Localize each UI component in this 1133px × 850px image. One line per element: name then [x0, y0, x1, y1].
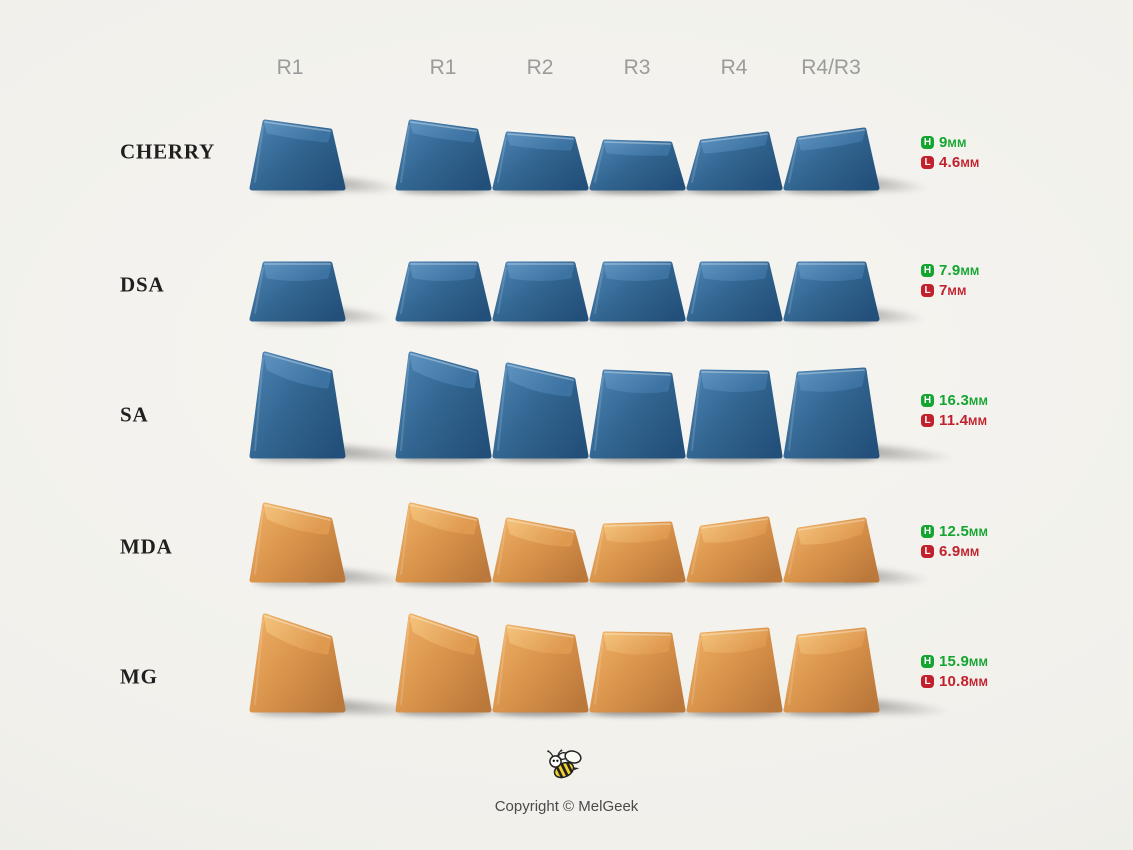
- keycap-sa-r3: [589, 369, 686, 459]
- length-measurement: L 6.9mm: [921, 542, 988, 560]
- keycap-dsa-r3: [589, 261, 686, 322]
- column-label-r2: R2: [526, 56, 554, 79]
- length-badge-icon: L: [921, 155, 934, 169]
- profile-label: SA: [120, 402, 149, 427]
- length-badge-icon: L: [921, 674, 934, 688]
- length-value: 4.6mm: [939, 153, 980, 171]
- measurement-block: H 16.3mm L 11.4mm: [921, 392, 988, 432]
- keycap-dsa-r1: [395, 261, 492, 322]
- column-label-r3: R3: [623, 56, 651, 79]
- height-value: 9mm: [939, 133, 967, 151]
- profile-label: MDA: [120, 534, 173, 559]
- group-shadow: [397, 456, 879, 462]
- keycap-cherry-r1: [249, 119, 346, 191]
- length-measurement: L 4.6mm: [921, 153, 980, 171]
- keycap-dsa-r2: [492, 261, 589, 322]
- column-label-r4r3: R4/R3: [801, 56, 861, 79]
- keycap-sa-r4: [686, 369, 783, 459]
- height-badge-icon: H: [921, 393, 934, 407]
- height-badge-icon: H: [921, 654, 934, 668]
- keycap-mda-r1: [249, 502, 346, 583]
- length-value: 6.9mm: [939, 542, 980, 560]
- height-measurement: H 9mm: [921, 133, 980, 151]
- keycap-cherry-r3: [589, 139, 686, 191]
- height-value: 7.9mm: [939, 261, 980, 279]
- height-measurement: H 7.9mm: [921, 261, 980, 279]
- height-badge-icon: H: [921, 135, 934, 149]
- keycap-mg-r4-r3: [783, 627, 880, 713]
- keycap-sa-r1: [249, 351, 346, 459]
- profile-label: MG: [120, 664, 158, 689]
- group-shadow: [397, 188, 879, 194]
- column-label-r4: R4: [720, 56, 748, 79]
- keycap-sa-r2: [492, 362, 589, 459]
- keycap-mg-r3: [589, 631, 686, 713]
- keycap-mda-r1: [395, 502, 492, 583]
- height-value: 15.9mm: [939, 652, 989, 670]
- profile-label: DSA: [120, 272, 165, 297]
- length-value: 10.8mm: [939, 672, 989, 690]
- keycap-mg-r1: [395, 613, 492, 713]
- bee-icon: [547, 749, 582, 779]
- keycap-dsa-r4: [686, 261, 783, 322]
- keycap-mda-r4-r3: [783, 517, 880, 583]
- length-badge-icon: L: [921, 283, 934, 297]
- length-badge-icon: L: [921, 413, 934, 427]
- height-badge-icon: H: [921, 263, 934, 277]
- group-shadow: [397, 319, 879, 325]
- column-label-r1a: R1: [276, 56, 304, 79]
- keycap-mg-r1: [249, 613, 346, 713]
- measurement-block: H 9mm L 4.6mm: [921, 134, 980, 174]
- measurement-block: H 15.9mm L 10.8mm: [921, 653, 988, 693]
- group-shadow: [397, 710, 879, 716]
- height-value: 16.3mm: [939, 391, 989, 409]
- keycap-mda-r3: [589, 521, 686, 583]
- height-measurement: H 16.3mm: [921, 391, 989, 409]
- height-badge-icon: H: [921, 524, 934, 538]
- length-value: 7mm: [939, 281, 967, 299]
- keycap-mg-r2: [492, 624, 589, 713]
- keycap-cherry-r4-r3: [783, 127, 880, 191]
- group-shadow: [397, 580, 879, 586]
- measurement-block: H 12.5mm L 6.9mm: [921, 523, 988, 563]
- copyright-text: Copyright © MelGeek: [494, 798, 639, 815]
- height-value: 12.5mm: [939, 522, 989, 540]
- length-measurement: L 10.8mm: [921, 672, 989, 690]
- keycap-mda-r4: [686, 516, 783, 583]
- length-badge-icon: L: [921, 544, 934, 558]
- length-measurement: L 11.4mm: [921, 411, 988, 429]
- measurement-block: H 7.9mm L 7mm: [921, 262, 980, 302]
- profile-label: CHERRY: [120, 139, 216, 164]
- keycap-mda-r2: [492, 517, 589, 583]
- keycap-dsa-r1: [249, 261, 346, 322]
- keycap-cherry-r4: [686, 131, 783, 191]
- keycap-cherry-r2: [492, 131, 589, 191]
- height-measurement: H 15.9mm: [921, 652, 989, 670]
- keycap-mg-r4: [686, 627, 783, 713]
- keycap-sa-r4-r3: [783, 367, 880, 459]
- keycap-cherry-r1: [395, 119, 492, 191]
- keycap-sa-r1: [395, 351, 492, 459]
- height-measurement: H 12.5mm: [921, 522, 989, 540]
- length-value: 11.4mm: [939, 411, 988, 429]
- length-measurement: L 7mm: [921, 281, 980, 299]
- keycap-dsa-r4-r3: [783, 261, 880, 322]
- column-label-r1b: R1: [429, 56, 457, 79]
